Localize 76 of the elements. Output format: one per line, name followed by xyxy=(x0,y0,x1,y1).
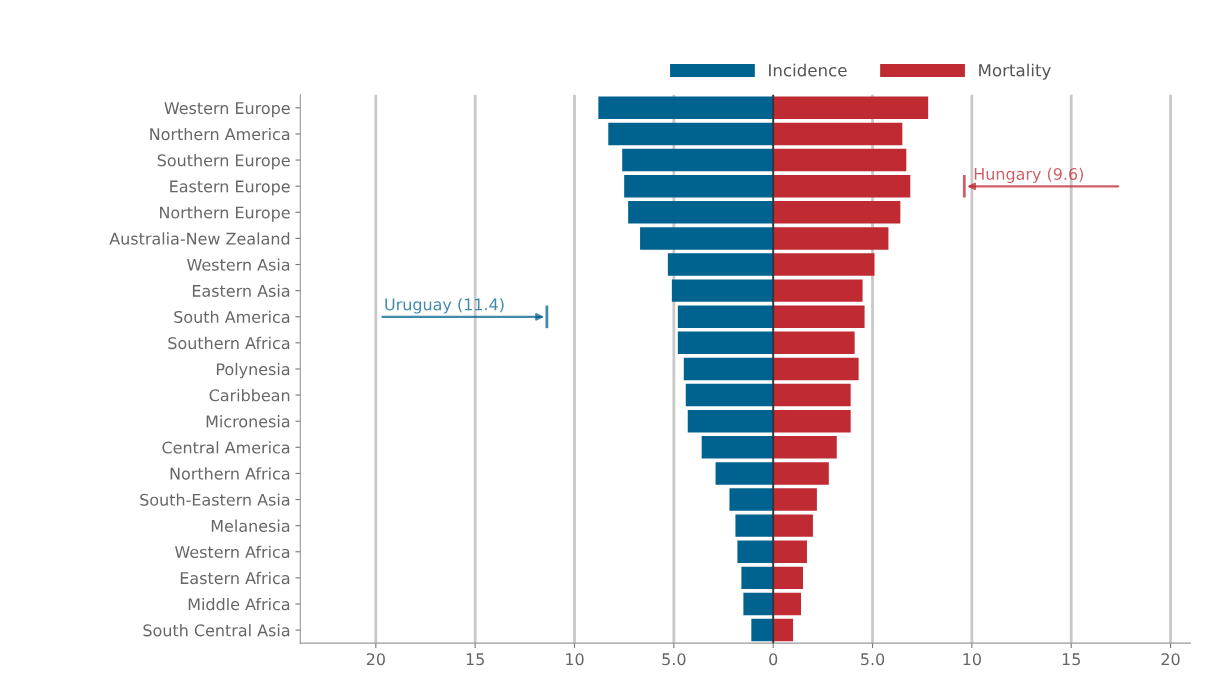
bar xyxy=(715,462,774,485)
bar xyxy=(608,122,774,146)
y-tick-label: Northern Africa xyxy=(170,467,290,480)
bar xyxy=(773,174,911,198)
y-tick-label: Polynesia xyxy=(216,362,290,379)
bar xyxy=(729,488,774,511)
bar xyxy=(687,409,774,433)
bar xyxy=(624,174,774,198)
bar xyxy=(773,227,889,250)
bar xyxy=(773,122,903,146)
bar xyxy=(773,566,803,590)
x-tick-label: 15 xyxy=(466,653,484,666)
bar xyxy=(773,540,807,563)
bar xyxy=(773,436,837,459)
bar xyxy=(773,488,817,511)
bar xyxy=(773,279,863,302)
bar xyxy=(640,227,774,250)
bar xyxy=(773,462,829,485)
bar xyxy=(773,618,794,642)
y-tick-label: Western Europe xyxy=(164,102,290,118)
y-tick-label: South Central Asia xyxy=(143,624,290,637)
y-tick-label: Central America xyxy=(162,441,290,454)
y-tick-label: Melanesia xyxy=(211,519,290,532)
bar xyxy=(735,514,774,537)
legend-label: Mortality xyxy=(979,63,1051,80)
bar xyxy=(773,409,851,433)
y-tick-label: South-Eastern Asia xyxy=(140,493,290,506)
bar xyxy=(737,540,774,563)
y-tick-label: Northern Europe xyxy=(160,206,290,222)
x-tick-label: 5.0 xyxy=(662,653,686,666)
y-tick-label: Caribbean xyxy=(209,389,290,402)
bar xyxy=(685,383,774,407)
x-tick-label: 10 xyxy=(566,653,584,666)
y-tick-label: Eastern Asia xyxy=(192,284,290,297)
bar xyxy=(773,96,929,120)
bar xyxy=(677,331,774,355)
bar xyxy=(773,514,813,537)
annotation: Uruguay (11.4) xyxy=(385,298,504,314)
bar xyxy=(773,253,875,276)
legend-label: Incidence xyxy=(769,63,847,77)
bar xyxy=(743,592,774,616)
bar xyxy=(751,618,774,642)
bar xyxy=(598,96,774,120)
bar xyxy=(628,201,774,224)
y-tick-label: South America xyxy=(174,310,290,324)
bar xyxy=(773,357,859,381)
bar xyxy=(773,383,851,407)
bar xyxy=(773,305,865,328)
y-tick-label: Eastern Africa xyxy=(180,571,290,585)
x-tick-label: 20 xyxy=(366,653,385,666)
bar xyxy=(622,148,774,172)
x-tick-label: 20 xyxy=(1161,653,1180,666)
x-tick-label: 5.0 xyxy=(861,653,885,666)
bar xyxy=(677,305,774,328)
y-tick-label: Western Africa xyxy=(175,545,290,559)
x-tick-label: 15 xyxy=(1062,653,1080,666)
y-tick-label: Southern Europe xyxy=(157,153,290,170)
x-tick-label: 10 xyxy=(963,653,981,666)
bar xyxy=(773,201,901,224)
bar xyxy=(667,253,774,276)
y-tick-label: Western Asia xyxy=(187,258,290,271)
y-tick-label: Micronesia xyxy=(206,415,290,428)
bar xyxy=(773,331,855,355)
y-tick-label: Southern Africa xyxy=(168,336,290,350)
bar xyxy=(683,357,774,381)
bar xyxy=(773,148,907,172)
y-tick-label: Northern America xyxy=(150,127,290,141)
bar xyxy=(741,566,774,590)
x-tick-label: 0 xyxy=(769,653,778,666)
bar xyxy=(701,436,774,459)
y-tick-label: Australia-New Zealand xyxy=(109,232,290,245)
y-tick-label: Eastern Europe xyxy=(170,180,290,196)
annotation: Hungary (9.6) xyxy=(974,167,1083,184)
bar xyxy=(671,279,774,302)
y-tick-label: Middle Africa xyxy=(188,597,290,611)
bar xyxy=(773,592,801,616)
